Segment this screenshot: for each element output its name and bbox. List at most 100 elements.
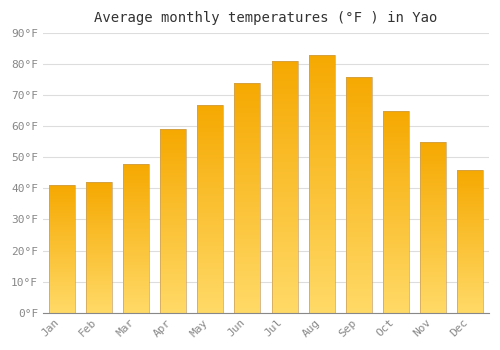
Bar bbox=[234, 258, 260, 260]
Bar bbox=[234, 202, 260, 205]
Bar bbox=[308, 101, 334, 104]
Bar bbox=[86, 195, 112, 197]
Bar bbox=[346, 195, 372, 197]
Bar bbox=[160, 256, 186, 258]
Bar bbox=[160, 267, 186, 269]
Bar bbox=[420, 238, 446, 239]
Bar bbox=[48, 185, 74, 187]
Bar bbox=[197, 184, 223, 186]
Bar bbox=[272, 132, 297, 134]
Bar bbox=[160, 139, 186, 140]
Bar bbox=[420, 164, 446, 166]
Bar bbox=[458, 286, 483, 287]
Bar bbox=[308, 191, 334, 194]
Bar bbox=[420, 265, 446, 267]
Bar bbox=[197, 159, 223, 161]
Bar bbox=[383, 234, 409, 236]
Bar bbox=[48, 308, 74, 309]
Bar bbox=[86, 278, 112, 279]
Bar bbox=[234, 308, 260, 310]
Bar bbox=[383, 216, 409, 218]
Bar bbox=[383, 299, 409, 301]
Bar bbox=[420, 167, 446, 169]
Bar bbox=[458, 311, 483, 313]
Bar bbox=[420, 190, 446, 191]
Bar bbox=[458, 228, 483, 230]
Bar bbox=[86, 276, 112, 278]
Bar bbox=[346, 145, 372, 147]
Bar bbox=[272, 255, 297, 257]
Bar bbox=[160, 210, 186, 212]
Bar bbox=[346, 159, 372, 162]
Bar bbox=[160, 234, 186, 236]
Bar bbox=[123, 226, 149, 228]
Bar bbox=[272, 86, 297, 89]
Bar bbox=[123, 304, 149, 305]
Bar bbox=[420, 152, 446, 154]
Bar bbox=[346, 284, 372, 287]
Bar bbox=[234, 177, 260, 180]
Bar bbox=[420, 188, 446, 190]
Bar bbox=[383, 139, 409, 141]
Bar bbox=[458, 248, 483, 250]
Bar bbox=[86, 263, 112, 264]
Bar bbox=[308, 259, 334, 261]
Bar bbox=[346, 223, 372, 225]
Bar bbox=[234, 94, 260, 97]
Bar bbox=[272, 169, 297, 172]
Bar bbox=[346, 178, 372, 181]
Bar bbox=[160, 170, 186, 172]
Bar bbox=[48, 292, 74, 294]
Bar bbox=[383, 230, 409, 232]
Bar bbox=[346, 93, 372, 96]
Bar bbox=[160, 272, 186, 274]
Bar bbox=[308, 194, 334, 197]
Bar bbox=[123, 268, 149, 270]
Bar bbox=[197, 261, 223, 263]
Bar bbox=[458, 303, 483, 304]
Bar bbox=[420, 210, 446, 212]
Bar bbox=[272, 184, 297, 187]
Bar bbox=[160, 248, 186, 250]
Bar bbox=[308, 117, 334, 119]
Bar bbox=[420, 169, 446, 171]
Bar bbox=[86, 240, 112, 241]
Bar bbox=[272, 64, 297, 66]
Bar bbox=[420, 145, 446, 147]
Bar bbox=[308, 78, 334, 81]
Bar bbox=[86, 272, 112, 273]
Bar bbox=[48, 298, 74, 299]
Bar bbox=[197, 250, 223, 252]
Bar bbox=[160, 296, 186, 298]
Bar bbox=[123, 265, 149, 266]
Bar bbox=[383, 196, 409, 198]
Bar bbox=[272, 66, 297, 69]
Bar bbox=[272, 174, 297, 177]
Bar bbox=[234, 244, 260, 246]
Bar bbox=[383, 189, 409, 191]
Bar bbox=[48, 222, 74, 224]
Bar bbox=[234, 99, 260, 101]
Bar bbox=[123, 298, 149, 299]
Bar bbox=[48, 243, 74, 244]
Bar bbox=[272, 129, 297, 132]
Bar bbox=[234, 113, 260, 115]
Bar bbox=[308, 135, 334, 138]
Bar bbox=[420, 284, 446, 285]
Bar bbox=[308, 93, 334, 96]
Bar bbox=[383, 290, 409, 293]
Bar bbox=[383, 181, 409, 183]
Bar bbox=[234, 274, 260, 276]
Bar bbox=[383, 260, 409, 262]
Bar bbox=[48, 221, 74, 222]
Bar bbox=[86, 229, 112, 231]
Bar bbox=[86, 290, 112, 292]
Bar bbox=[308, 176, 334, 178]
Bar bbox=[48, 246, 74, 248]
Bar bbox=[458, 191, 483, 193]
Bar bbox=[234, 149, 260, 152]
Bar bbox=[86, 220, 112, 221]
Bar bbox=[160, 252, 186, 254]
Bar bbox=[383, 121, 409, 123]
Bar bbox=[86, 267, 112, 268]
